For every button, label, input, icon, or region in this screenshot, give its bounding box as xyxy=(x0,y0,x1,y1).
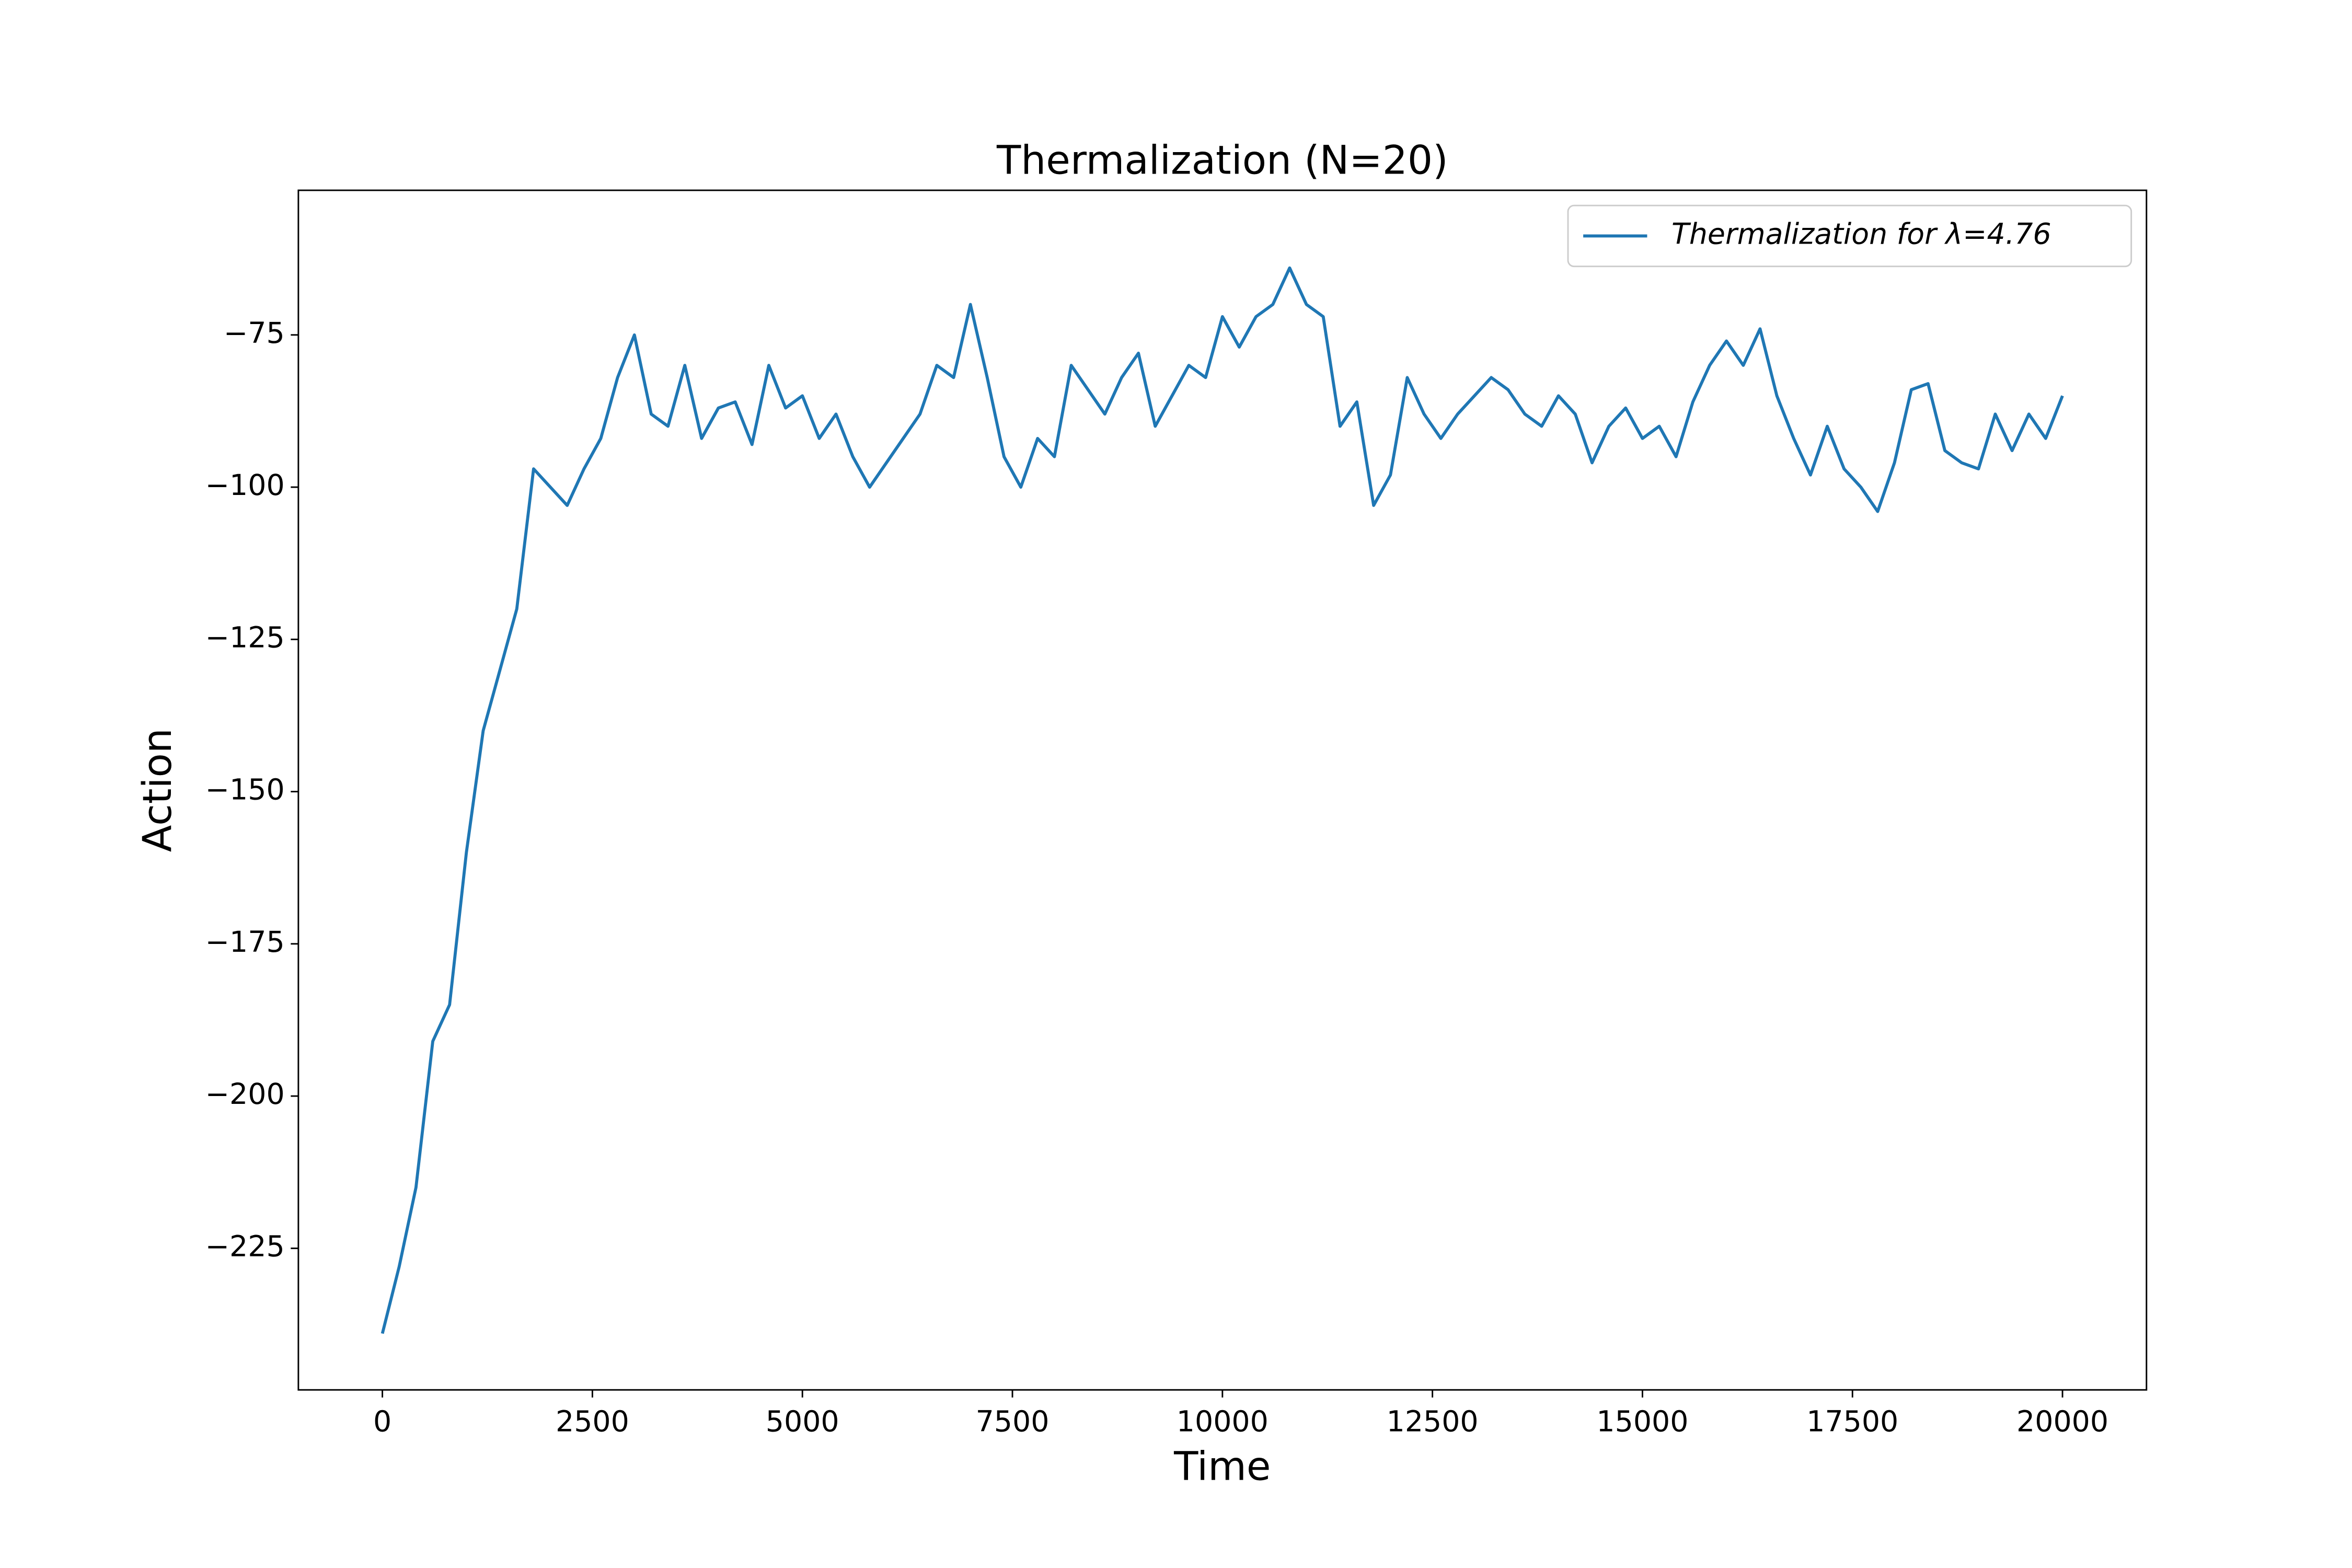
x-axis-label: Time xyxy=(1173,1444,1271,1490)
x-tick-label: 5000 xyxy=(766,1405,839,1438)
x-tick-label: 0 xyxy=(373,1405,391,1438)
data-line xyxy=(381,266,2064,1334)
y-tick-label: −200 xyxy=(205,1078,285,1111)
plot-frame xyxy=(297,189,2148,1391)
y-tick-label: −225 xyxy=(205,1230,285,1263)
legend: Thermalization for λ=4.76 xyxy=(1567,204,2132,268)
y-tick-label: −75 xyxy=(224,317,285,350)
x-tick-label: 2500 xyxy=(556,1405,629,1438)
y-tick-label: −175 xyxy=(205,926,285,959)
x-tick-label: 7500 xyxy=(976,1405,1050,1438)
legend-label: Thermalization for λ=4.76 xyxy=(1671,218,2051,251)
chart-title: Thermalization (N=20) xyxy=(996,137,1448,183)
y-tick-label: −125 xyxy=(205,621,285,654)
x-tick-label: 12500 xyxy=(1387,1405,1479,1438)
x-tick-label: 10000 xyxy=(1177,1405,1269,1438)
x-tick-label: 17500 xyxy=(1806,1405,1898,1438)
legend-box xyxy=(1567,204,2132,268)
y-tick-label: −100 xyxy=(205,469,285,502)
y-axis-label: Action xyxy=(134,728,180,852)
x-tick-label: 15000 xyxy=(1596,1405,1688,1438)
y-tick-label: −150 xyxy=(205,774,285,807)
x-tick-label: 20000 xyxy=(2016,1405,2108,1438)
